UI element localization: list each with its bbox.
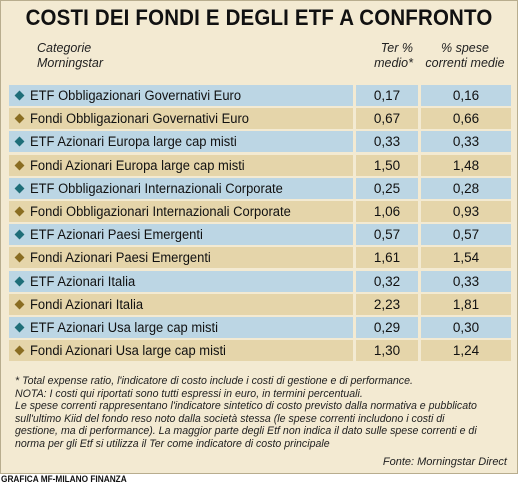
footnote-line: * Total expense ratio, l'indicatore di c… [15, 375, 413, 387]
row-spese-value: 0,33 [421, 131, 511, 153]
row-category-cell: Fondi Azionari Europa large cap misti [9, 154, 353, 176]
footnotes: * Total expense ratio, l'indicatore di c… [15, 375, 511, 451]
header-category-line-2: Morningstar [37, 56, 103, 70]
row-spese-value: 1,81 [421, 293, 511, 315]
row-category-label: ETF Azionari Europa large cap misti [30, 134, 237, 150]
row-spese-value: 0,30 [421, 316, 511, 338]
diamond-bullet-icon [14, 345, 25, 356]
chart-title: COSTI DEI FONDI E DEGLI ETF A CONFRONTO [25, 5, 493, 30]
row-category-cell: ETF Obbligazionari Internazionali Corpor… [9, 177, 353, 199]
table-row: ETF Obbligazionari Internazionali Corpor… [9, 177, 511, 199]
row-spese-value: 1,24 [421, 340, 511, 362]
header-ter-line-1: Ter % [380, 41, 413, 55]
table-row: Fondi Obbligazionari Internazionali Corp… [9, 200, 511, 222]
row-category-cell: Fondi Obbligazionari Internazionali Corp… [9, 200, 353, 222]
table-row: ETF Azionari Paesi Emergenti 0,57 0,57 [9, 224, 511, 246]
row-ter-value: 0,33 [356, 131, 418, 153]
row-ter-value: 1,30 [356, 340, 418, 362]
row-spese-value: 0,93 [421, 200, 511, 222]
row-ter-value: 0,17 [356, 85, 418, 106]
row-spese-value: 0,66 [421, 108, 511, 130]
header-category: Categorie Morningstar [37, 41, 103, 71]
row-category-cell: ETF Azionari Europa large cap misti [9, 131, 353, 153]
table-row: Fondi Azionari Italia 2,23 1,81 [9, 293, 511, 315]
table-body: ETF Obbligazionari Governativi Euro 0,17 0… [9, 85, 511, 363]
row-spese-value: 0,28 [421, 177, 511, 199]
row-spese-value: 0,57 [421, 224, 511, 246]
diamond-bullet-icon [14, 299, 25, 310]
header-ter-line-2: medio* [374, 56, 413, 70]
header-spese-line-1: % spese [441, 41, 489, 55]
row-category-label: Fondi Azionari Europa large cap misti [30, 157, 245, 173]
row-category-label: Fondi Obbligazionari Internazionali Corp… [30, 203, 291, 219]
row-ter-value: 1,61 [356, 247, 418, 269]
row-category-cell: Fondi Obbligazionari Governativi Euro [9, 108, 353, 130]
row-ter-value: 1,06 [356, 200, 418, 222]
row-ter-value: 1,50 [356, 154, 418, 176]
header-ter: Ter % medio* [351, 41, 413, 71]
diamond-bullet-icon [14, 136, 25, 147]
row-category-label: ETF Azionari Usa large cap misti [30, 319, 218, 335]
table-row: ETF Azionari Usa large cap misti 0,29 0,30 [9, 316, 511, 338]
row-category-cell: Fondi Azionari Usa large cap misti [9, 340, 353, 362]
footnote-line: sull'ultimo Kiid del fondo reso noto dal… [15, 412, 445, 425]
graphic-credit: GRAFICA MF-MILANO FINANZA [1, 474, 127, 484]
header-category-line-1: Categorie [37, 41, 92, 55]
row-category-label: ETF Obbligazionari Governativi Euro [30, 88, 242, 103]
row-category-label: Fondi Azionari Italia [30, 296, 144, 312]
diamond-bullet-icon [14, 229, 25, 240]
table-row: ETF Obbligazionari Governativi Euro 0,17 0… [9, 85, 511, 106]
table-row: Fondi Azionari Usa large cap misti 1,30 1,… [9, 340, 511, 362]
row-ter-value: 0,32 [356, 270, 418, 292]
row-category-label: Fondi Obbligazionari Governativi Euro [30, 111, 249, 127]
row-category-cell: Fondi Azionari Paesi Emergenti [9, 247, 353, 269]
table-row: ETF Azionari Italia 0,32 0,33 [9, 270, 511, 292]
row-ter-value: 0,25 [356, 177, 418, 199]
row-spese-value: 0,16 [421, 85, 511, 106]
diamond-bullet-icon [14, 90, 25, 101]
source-note: Fonte: Morningstar Direct [382, 456, 507, 468]
row-ter-value: 0,67 [356, 108, 418, 130]
header-spese: % spese correnti medie [419, 41, 511, 71]
row-ter-value: 2,23 [356, 293, 418, 315]
row-category-label: ETF Azionari Italia [30, 273, 136, 289]
table-row: Fondi Azionari Paesi Emergenti 1,61 1,54 [9, 247, 511, 269]
infographic-panel: COSTI DEI FONDI E DEGLI ETF A CONFRONTO … [0, 0, 518, 474]
row-category-cell: ETF Azionari Paesi Emergenti [9, 224, 353, 246]
diamond-bullet-icon [14, 183, 25, 194]
row-ter-value: 0,29 [356, 316, 418, 338]
footnote-line: norma per gli Etf si utilizza il Ter com… [15, 437, 330, 450]
row-category-cell: ETF Obbligazionari Governativi Euro [9, 85, 353, 106]
row-category-cell: ETF Azionari Italia [9, 270, 353, 292]
row-category-cell: Fondi Azionari Italia [9, 293, 353, 315]
diamond-bullet-icon [14, 276, 25, 286]
footnote-line: NOTA: I costi qui riportati sono tutti e… [15, 387, 363, 400]
table-row: Fondi Obbligazionari Governativi Euro 0,6… [9, 108, 511, 130]
diamond-bullet-icon [14, 113, 25, 124]
table-row: Fondi Azionari Europa large cap misti 1,5… [9, 154, 511, 176]
row-category-label: Fondi Azionari Usa large cap misti [30, 343, 226, 359]
row-spese-value: 1,48 [421, 154, 511, 176]
table-row: ETF Azionari Europa large cap misti 0,33 0… [9, 131, 511, 153]
diamond-bullet-icon [14, 322, 25, 333]
diamond-bullet-icon [14, 252, 25, 263]
footnote-line: Le spese correnti rappresentano l'indica… [15, 400, 477, 413]
row-spese-value: 0,33 [421, 270, 511, 292]
row-spese-value: 1,54 [421, 247, 511, 269]
header-spese-line-2: correnti medie [425, 56, 505, 70]
row-ter-value: 0,57 [356, 224, 418, 246]
diamond-bullet-icon [14, 160, 25, 171]
row-category-label: ETF Obbligazionari Internazionali Corpor… [30, 180, 283, 196]
row-category-cell: ETF Azionari Usa large cap misti [9, 316, 353, 338]
diamond-bullet-icon [14, 206, 25, 217]
footnote-line: gestione, ma di performance). La maggior… [15, 425, 477, 438]
row-category-label: Fondi Azionari Paesi Emergenti [30, 250, 211, 266]
row-category-label: ETF Azionari Paesi Emergenti [30, 227, 203, 243]
